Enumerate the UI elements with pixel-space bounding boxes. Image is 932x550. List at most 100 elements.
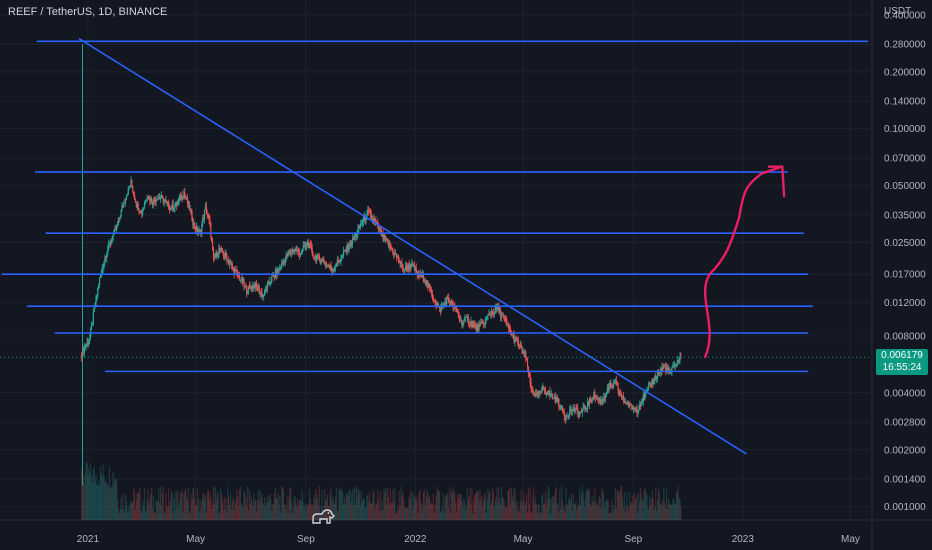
volume-bar <box>304 503 306 520</box>
volume-bar <box>238 489 241 520</box>
volume-bar <box>316 493 318 520</box>
volume-bar <box>506 508 508 520</box>
volume-bar <box>224 508 226 520</box>
candle-body <box>210 222 212 237</box>
volume-bar <box>405 508 407 520</box>
volume-bar <box>306 504 308 520</box>
candle-body <box>109 243 111 245</box>
volume-bar <box>589 503 591 520</box>
candle-body <box>125 195 128 200</box>
candle-body <box>149 196 151 201</box>
candle-body <box>293 250 295 252</box>
candle-body <box>615 380 617 383</box>
volume-bar <box>140 509 142 520</box>
candle-body <box>614 380 617 382</box>
candle-body <box>161 195 163 197</box>
volume-bar <box>661 506 663 520</box>
volume-bar <box>465 510 467 520</box>
volume-bar <box>491 500 493 520</box>
volume-bar <box>204 495 207 520</box>
volume-bar <box>430 503 432 520</box>
volume-bar <box>248 489 250 520</box>
candle-body <box>428 284 430 288</box>
volume-bar <box>96 485 98 520</box>
volume-bar <box>124 512 126 520</box>
volume-bar <box>106 484 108 520</box>
candle-body <box>211 236 213 242</box>
volume-bar <box>479 489 481 520</box>
volume-bar <box>132 501 134 520</box>
volume-bar <box>558 511 560 520</box>
candle-body <box>84 347 86 349</box>
volume-bar <box>174 491 176 520</box>
volume-bar <box>181 489 183 520</box>
candle-body <box>367 209 369 212</box>
candle-body <box>190 209 192 212</box>
volume-bar <box>510 488 512 520</box>
candle-body <box>289 251 291 254</box>
volume-bar <box>660 503 662 520</box>
candle-body <box>158 196 160 198</box>
volume-bar <box>314 499 316 520</box>
candle-body <box>587 402 590 406</box>
candle-body <box>179 196 181 201</box>
candle-body <box>481 321 483 323</box>
volume-bar <box>236 489 238 520</box>
volume-bar <box>264 507 267 520</box>
candle-body <box>538 390 540 397</box>
candle-body <box>154 200 156 203</box>
price-tick-label: 0.400000 <box>884 10 926 21</box>
volume-bar <box>364 508 366 520</box>
candle-body <box>664 366 666 367</box>
candle-body <box>510 334 512 335</box>
candle-body <box>580 411 582 413</box>
volume-bar <box>225 498 227 520</box>
volume-bar <box>386 488 389 520</box>
volume-bar <box>316 498 319 520</box>
volume-bar <box>273 493 276 520</box>
volume-bar <box>613 504 615 520</box>
descending-trendline <box>78 37 747 455</box>
volume-bar <box>291 513 294 520</box>
volume-bar <box>427 492 429 520</box>
volume-bar <box>424 505 426 520</box>
volume-bar <box>221 501 224 520</box>
volume-bar <box>559 489 561 520</box>
volume-bar <box>524 505 526 520</box>
candle-body <box>300 252 303 255</box>
candle-body <box>475 326 477 330</box>
volume-bar <box>90 462 92 520</box>
volume-bar <box>394 487 396 520</box>
tradingview-logo-icon <box>312 509 335 524</box>
candle-body <box>244 285 246 287</box>
candle-body <box>360 223 362 228</box>
candle-body <box>436 303 438 306</box>
volume-bar <box>305 510 307 520</box>
candle-body <box>127 187 129 195</box>
volume-bar <box>483 494 486 520</box>
candle-body <box>674 363 676 365</box>
volume-bar <box>611 500 613 520</box>
volume-bar <box>142 500 144 520</box>
candle-body <box>447 297 449 299</box>
volume-bar <box>292 506 294 520</box>
candle-body <box>342 254 344 256</box>
candle-body <box>574 410 576 412</box>
volume-bar <box>344 504 346 520</box>
candle-body <box>276 268 278 276</box>
volume-bar <box>553 495 556 520</box>
candle-body <box>356 233 358 236</box>
candle-body <box>377 224 380 231</box>
volume-bar <box>449 513 451 520</box>
candle-body <box>177 201 179 206</box>
volume-bar <box>576 510 578 520</box>
candle-body <box>373 219 375 222</box>
candle-body <box>509 329 512 335</box>
candle-body <box>264 289 266 296</box>
candle-body <box>663 366 665 368</box>
candle-body <box>386 239 389 242</box>
candle-body <box>375 220 377 223</box>
price-tick-label: 0.050000 <box>884 181 926 192</box>
candle-body <box>440 305 442 312</box>
